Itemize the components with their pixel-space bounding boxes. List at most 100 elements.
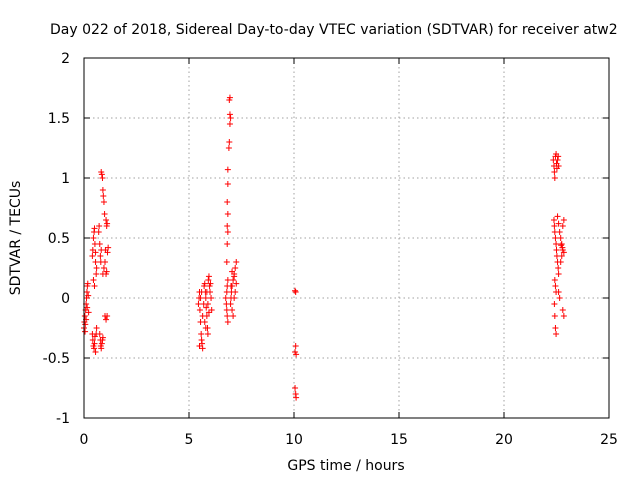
data-point	[96, 223, 103, 229]
data-point	[551, 175, 558, 181]
tick-labels: 0 5 10 15 20 25 -1 -0.5 0 0.5 1 1.5 2	[43, 51, 618, 448]
data-point	[557, 235, 564, 241]
data-point	[93, 265, 100, 271]
data-point	[103, 217, 110, 223]
data-point	[202, 295, 209, 301]
data-point	[555, 163, 562, 169]
data-point	[553, 241, 560, 247]
data-point	[559, 307, 566, 313]
data-point	[232, 265, 239, 271]
data-point	[205, 309, 212, 316]
data-point	[203, 289, 210, 295]
data-point	[232, 289, 239, 295]
x-tick-label: 10	[285, 432, 303, 448]
x-tick-label: 15	[390, 432, 408, 448]
data-point	[559, 244, 566, 251]
data-point	[93, 271, 100, 277]
data-point	[93, 325, 100, 331]
data-point	[560, 249, 567, 256]
data-point	[100, 265, 107, 271]
data-point	[553, 331, 560, 337]
data-point	[205, 273, 212, 280]
data-point	[99, 187, 106, 193]
data-point	[105, 244, 112, 251]
data-point	[231, 295, 238, 301]
data-point	[201, 319, 208, 325]
data-point	[202, 325, 209, 331]
data-point	[552, 235, 559, 241]
data-point	[233, 280, 240, 287]
data-point	[197, 295, 204, 301]
data-point	[551, 169, 558, 175]
data-point	[90, 235, 97, 241]
data-point	[555, 153, 562, 160]
data-point	[551, 223, 558, 229]
data-point	[195, 301, 202, 307]
data-point	[224, 199, 231, 205]
data-point	[98, 340, 105, 347]
data-point	[556, 295, 563, 301]
data-point	[559, 223, 566, 229]
data-point	[224, 181, 231, 187]
data-point	[555, 289, 562, 295]
data-point	[224, 166, 231, 173]
data-point	[551, 313, 558, 319]
data-point	[230, 277, 237, 283]
grid	[84, 58, 609, 418]
data-point	[81, 313, 88, 319]
x-tick-label: 20	[495, 432, 513, 448]
data-point	[98, 345, 105, 352]
data-point	[83, 289, 90, 295]
data-point	[292, 287, 299, 294]
data-point	[223, 307, 230, 313]
y-tick-label: 0	[61, 291, 70, 307]
x-axis-label: GPS time / hours	[287, 458, 404, 474]
data-point	[229, 307, 236, 313]
data-point	[551, 277, 558, 283]
data-point	[555, 220, 562, 227]
x-tick-label: 25	[600, 432, 618, 448]
y-axis-label: SDTVAR / TECUs	[8, 181, 24, 296]
data-point	[201, 280, 208, 287]
data-point	[557, 259, 564, 265]
data-point	[227, 301, 234, 307]
data-point	[203, 304, 210, 311]
data-point	[292, 385, 299, 391]
data-point	[102, 259, 108, 265]
data-point	[196, 307, 203, 313]
data-point	[556, 229, 563, 235]
y-tick-label: 1.5	[48, 111, 70, 127]
data-point	[89, 253, 96, 259]
data-point	[230, 313, 237, 319]
plot-frame	[83, 57, 610, 419]
data-point	[554, 157, 561, 163]
data-point	[92, 249, 99, 256]
data-point	[95, 229, 102, 235]
y-tick-label: 1	[61, 171, 70, 187]
data-point	[92, 349, 99, 355]
y-tick-label: 0.5	[48, 231, 70, 247]
data-point	[98, 171, 105, 178]
data-point	[552, 283, 559, 289]
data-point	[91, 283, 98, 289]
data-point	[84, 280, 91, 287]
data-point	[554, 213, 561, 220]
data-point	[204, 331, 211, 337]
data-point	[101, 211, 108, 217]
data-point	[96, 241, 103, 247]
data-point	[104, 249, 111, 256]
y-tick-label: 2	[61, 51, 70, 67]
data-point	[90, 277, 97, 283]
data-point	[104, 220, 111, 227]
data-point	[89, 337, 96, 343]
data-point	[224, 319, 231, 325]
data-point	[224, 223, 231, 229]
data-point	[103, 316, 110, 323]
data-point	[224, 241, 231, 247]
data-point	[293, 351, 300, 358]
data-point	[228, 283, 234, 289]
data-point	[226, 94, 233, 101]
data-point	[85, 309, 92, 316]
data-point	[226, 121, 233, 127]
